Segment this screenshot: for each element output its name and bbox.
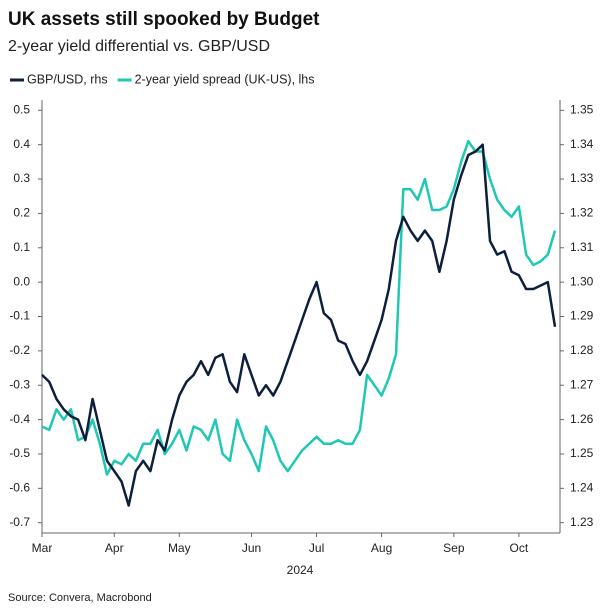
x-tick-label: Sep xyxy=(443,541,465,555)
y2-tick-label: 1.34 xyxy=(570,137,594,151)
y2-tick-label: 1.33 xyxy=(570,171,594,185)
y-tick-label: -0.3 xyxy=(9,377,30,391)
y2-tick-label: 1.28 xyxy=(570,343,594,357)
y-tick-label: -0.2 xyxy=(9,343,30,357)
y-tick-label: -0.5 xyxy=(9,446,30,460)
chart-title: UK assets still spooked by Budget xyxy=(8,9,320,30)
y-tick-label: 0.3 xyxy=(13,171,30,185)
x-tick-label: May xyxy=(168,541,191,555)
y2-tick-label: 1.25 xyxy=(570,446,594,460)
series-line xyxy=(41,139,557,476)
y2-tick-label: 1.29 xyxy=(570,309,594,323)
y-tick-label: 0.5 xyxy=(13,102,30,116)
y-tick-label: 0.2 xyxy=(13,206,30,220)
legend-label: 2-year yield spread (UK-US), lhs xyxy=(135,72,315,86)
series-line xyxy=(41,143,557,507)
y-tick-label: -0.7 xyxy=(9,515,30,529)
y-tick-label: 0.1 xyxy=(13,240,30,254)
y-tick-label: -0.6 xyxy=(9,480,30,494)
y2-tick-label: 1.27 xyxy=(570,377,594,391)
x-tick-label: Oct xyxy=(510,541,529,555)
y2-tick-label: 1.32 xyxy=(570,206,594,220)
y2-tick-label: 1.30 xyxy=(570,274,594,288)
source: Source: Convera, Macrobond xyxy=(8,592,152,604)
y-tick-label: -0.1 xyxy=(9,309,30,323)
y2-tick-label: 1.26 xyxy=(570,412,594,426)
x-tick-label: Apr xyxy=(105,541,124,555)
y-tick-label: 0.0 xyxy=(13,274,30,288)
x-tick-label: Aug xyxy=(371,541,392,555)
chart-subtitle: 2-year yield differential vs. GBP/USD xyxy=(8,38,270,55)
y-tick-label: -0.4 xyxy=(9,412,30,426)
y2-tick-label: 1.31 xyxy=(570,240,594,254)
legend-label: GBP/USD, rhs xyxy=(27,72,108,86)
x-axis-label: 2024 xyxy=(287,563,314,577)
x-tick-label: Mar xyxy=(32,541,53,555)
x-tick-label: Jun xyxy=(242,541,261,555)
y-tick-label: 0.4 xyxy=(13,137,30,151)
y2-tick-label: 1.23 xyxy=(570,515,594,529)
x-tick-label: Jul xyxy=(309,541,324,555)
y2-tick-label: 1.24 xyxy=(570,480,594,494)
y2-tick-label: 1.35 xyxy=(570,102,594,116)
